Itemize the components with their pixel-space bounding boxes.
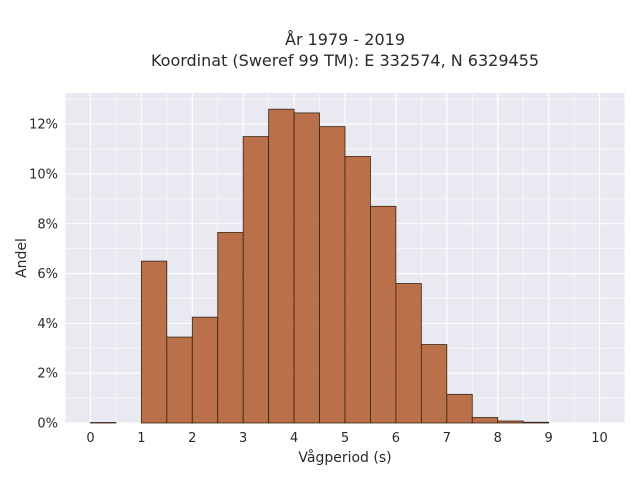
histogram-bar xyxy=(268,108,295,424)
x-tick-label: 10 xyxy=(591,431,608,446)
histogram-bar xyxy=(191,316,219,424)
x-tick-label: 0 xyxy=(86,431,94,446)
histogram-bar xyxy=(497,420,524,424)
x-tick-label: 7 xyxy=(443,431,451,446)
histogram-bar xyxy=(242,136,270,424)
x-axis-ticks: 0 1 2 3 4 5 6 7 8 9 10 xyxy=(86,431,608,446)
y-tick-label: 4% xyxy=(37,317,58,332)
histogram-bar xyxy=(140,260,168,424)
y-axis-ticks: 0% 2% 4% 6% 8% 10% 12% xyxy=(29,118,58,432)
histogram-bar xyxy=(420,344,448,424)
bars xyxy=(90,108,550,424)
x-tick-label: 6 xyxy=(392,431,400,446)
y-tick-label: 0% xyxy=(37,417,58,432)
x-tick-label: 2 xyxy=(188,431,196,446)
x-tick-label: 5 xyxy=(341,431,349,446)
x-tick-label: 4 xyxy=(290,431,298,446)
y-tick-label: 10% xyxy=(29,167,58,182)
histogram-bar xyxy=(319,126,346,424)
histogram-bar xyxy=(293,112,320,424)
x-tick-label: 1 xyxy=(137,431,145,446)
histogram-bar xyxy=(522,421,550,424)
histogram-bar xyxy=(370,205,397,424)
y-tick-label: 2% xyxy=(37,367,58,382)
y-tick-label: 8% xyxy=(37,217,58,232)
histogram-bar xyxy=(166,336,193,424)
histogram-bar xyxy=(344,156,371,424)
x-axis-label: Vågperiod (s) xyxy=(298,449,391,466)
chart-title-line-2: Koordinat (Sweref 99 TM): E 332574, N 63… xyxy=(151,51,539,70)
x-tick-label: 9 xyxy=(544,431,552,446)
histogram-bar xyxy=(395,283,422,424)
y-axis-label: Andel xyxy=(14,238,30,278)
chart-title-line-1: År 1979 - 2019 xyxy=(285,30,405,49)
y-tick-label: 12% xyxy=(29,118,58,133)
histogram-bar xyxy=(446,393,473,424)
histogram-bar xyxy=(471,417,499,424)
x-tick-label: 3 xyxy=(239,431,247,446)
histogram-bar xyxy=(217,232,244,424)
x-tick-label: 8 xyxy=(494,431,502,446)
y-tick-label: 6% xyxy=(37,267,58,282)
